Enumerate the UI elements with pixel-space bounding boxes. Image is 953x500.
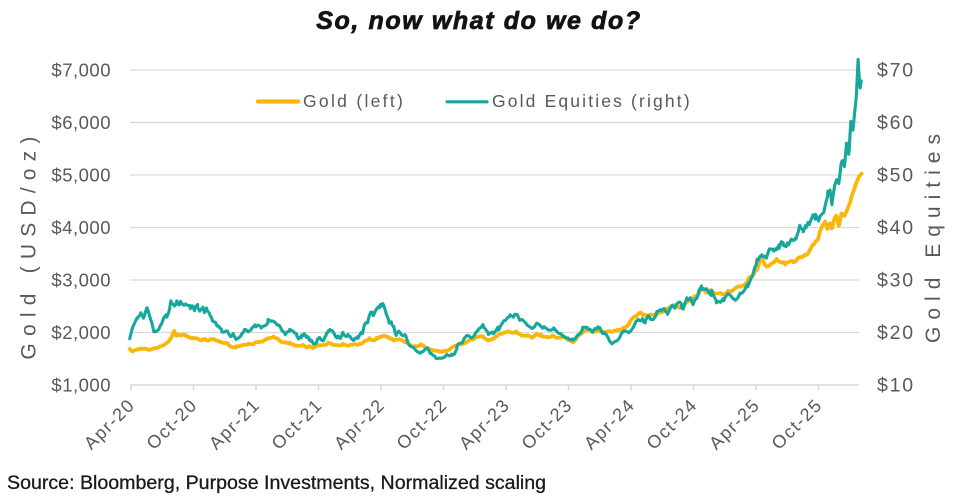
- svg-text:Gold (USD/oz): Gold (USD/oz): [18, 129, 41, 359]
- svg-text:Gold Equities: Gold Equities: [922, 127, 945, 343]
- svg-text:$60: $60: [877, 112, 915, 134]
- svg-text:$30: $30: [877, 270, 915, 292]
- svg-text:Gold prices and gold equities: Gold prices and gold equities have been …: [7, 498, 900, 500]
- svg-text:$2,000: $2,000: [51, 322, 111, 343]
- svg-text:$5,000: $5,000: [51, 165, 111, 186]
- svg-text:Gold Equities (right): Gold Equities (right): [492, 91, 692, 111]
- svg-text:$4,000: $4,000: [51, 217, 111, 238]
- svg-text:$70: $70: [877, 60, 915, 82]
- svg-text:$6,000: $6,000: [51, 112, 111, 133]
- svg-text:$7,000: $7,000: [51, 60, 111, 81]
- svg-text:Gold (left): Gold (left): [303, 91, 405, 111]
- svg-text:$50: $50: [877, 165, 915, 187]
- svg-text:$1,000: $1,000: [51, 375, 111, 396]
- svg-text:$40: $40: [877, 217, 915, 239]
- svg-text:$10: $10: [877, 375, 915, 397]
- svg-text:$20: $20: [877, 322, 915, 344]
- svg-text:So, now what do we do?: So, now what do we do?: [316, 7, 641, 35]
- svg-text:$3,000: $3,000: [51, 270, 111, 291]
- svg-text:Source: Bloomberg, Purpose Inv: Source: Bloomberg, Purpose Investments, …: [7, 472, 546, 494]
